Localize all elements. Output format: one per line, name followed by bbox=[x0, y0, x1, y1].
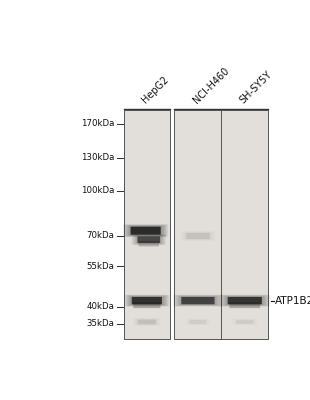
FancyBboxPatch shape bbox=[126, 295, 167, 306]
FancyBboxPatch shape bbox=[133, 302, 161, 308]
FancyBboxPatch shape bbox=[128, 226, 164, 236]
FancyBboxPatch shape bbox=[128, 296, 166, 306]
FancyBboxPatch shape bbox=[189, 320, 206, 324]
Bar bbox=[124, 110, 170, 339]
Text: 55kDa: 55kDa bbox=[86, 262, 114, 271]
FancyBboxPatch shape bbox=[224, 296, 265, 306]
Text: HepG2: HepG2 bbox=[140, 74, 170, 105]
FancyBboxPatch shape bbox=[124, 224, 167, 237]
FancyBboxPatch shape bbox=[137, 236, 160, 243]
FancyBboxPatch shape bbox=[220, 295, 269, 306]
FancyBboxPatch shape bbox=[226, 296, 264, 305]
FancyBboxPatch shape bbox=[228, 297, 262, 304]
FancyBboxPatch shape bbox=[186, 233, 210, 239]
FancyBboxPatch shape bbox=[223, 296, 266, 306]
FancyBboxPatch shape bbox=[229, 302, 260, 308]
FancyBboxPatch shape bbox=[138, 320, 156, 324]
FancyBboxPatch shape bbox=[129, 296, 165, 306]
Text: 70kDa: 70kDa bbox=[86, 232, 114, 240]
FancyBboxPatch shape bbox=[139, 241, 159, 246]
FancyBboxPatch shape bbox=[131, 227, 161, 235]
Bar bbox=[175, 110, 268, 339]
FancyBboxPatch shape bbox=[130, 296, 164, 305]
FancyBboxPatch shape bbox=[132, 297, 162, 304]
FancyBboxPatch shape bbox=[181, 297, 215, 304]
FancyBboxPatch shape bbox=[125, 225, 166, 236]
Text: ATP1B2: ATP1B2 bbox=[275, 296, 310, 306]
Text: 35kDa: 35kDa bbox=[86, 319, 114, 328]
FancyBboxPatch shape bbox=[123, 224, 168, 237]
Text: 100kDa: 100kDa bbox=[81, 186, 114, 195]
Text: 130kDa: 130kDa bbox=[81, 153, 114, 162]
Text: 170kDa: 170kDa bbox=[81, 119, 114, 128]
FancyBboxPatch shape bbox=[126, 225, 165, 236]
FancyBboxPatch shape bbox=[125, 295, 168, 306]
FancyBboxPatch shape bbox=[222, 295, 268, 306]
Text: 40kDa: 40kDa bbox=[86, 302, 114, 311]
FancyBboxPatch shape bbox=[129, 226, 162, 236]
FancyBboxPatch shape bbox=[219, 295, 270, 306]
FancyBboxPatch shape bbox=[236, 320, 254, 324]
Text: SH-SY5Y: SH-SY5Y bbox=[238, 69, 274, 105]
FancyBboxPatch shape bbox=[124, 295, 170, 306]
Text: NCI-H460: NCI-H460 bbox=[191, 65, 231, 105]
